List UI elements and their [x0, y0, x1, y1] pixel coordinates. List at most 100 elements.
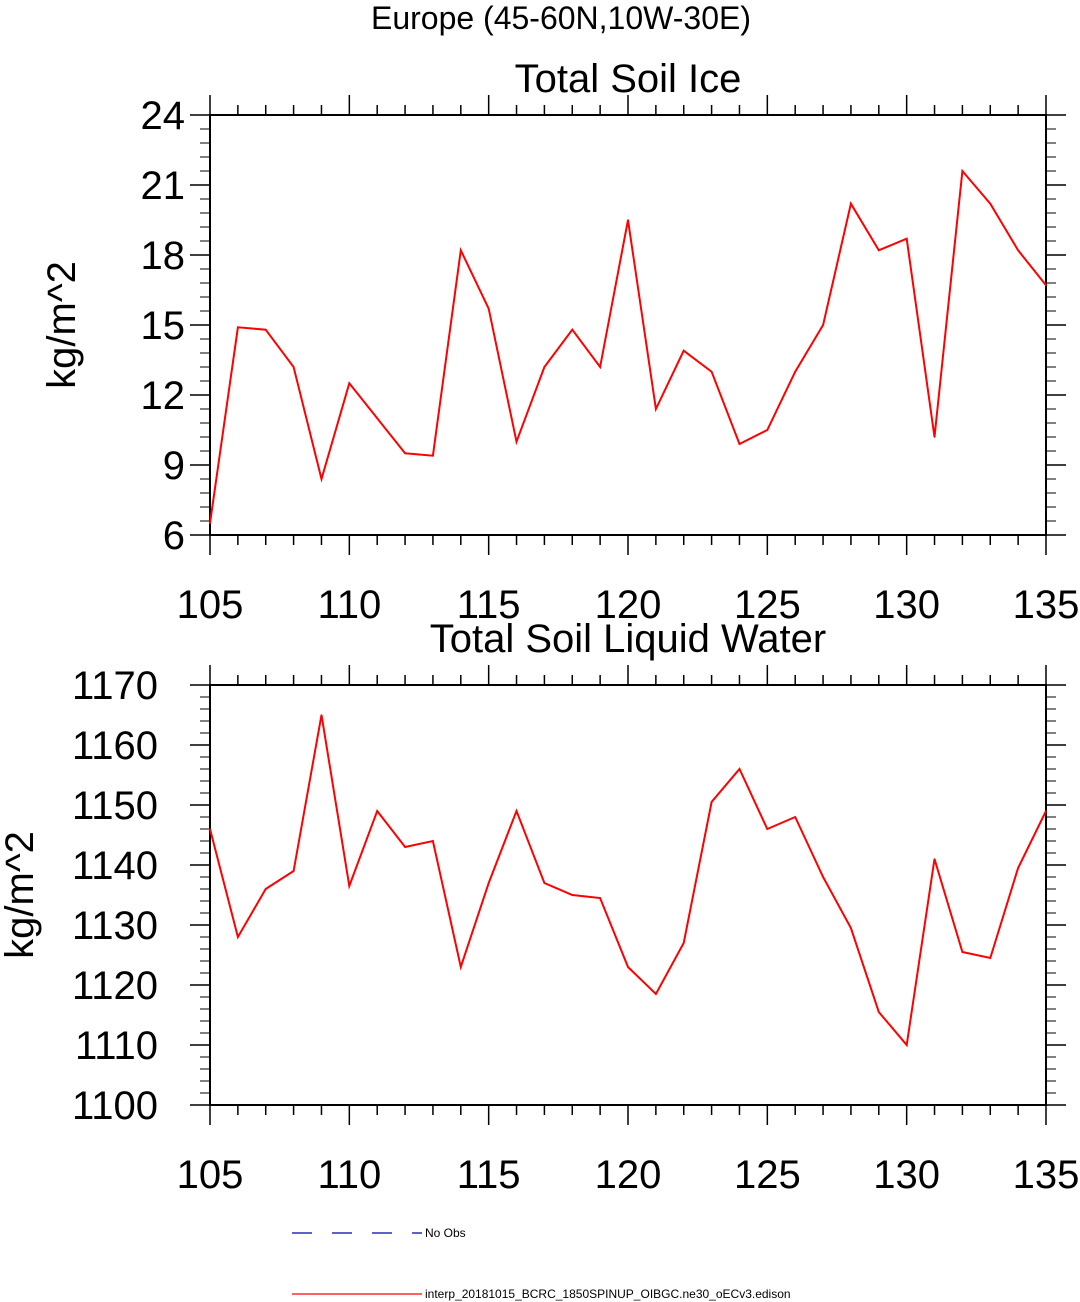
data-point — [292, 870, 295, 872]
data-point — [543, 882, 546, 884]
chart-title: Total Soil Liquid Water — [430, 617, 826, 661]
legend-label: interp_20181015_BCRC_1850SPINUP_OIBGC.ne… — [425, 1287, 791, 1301]
series-line — [209, 168, 1047, 524]
data-point — [404, 452, 406, 455]
data-point — [376, 810, 379, 812]
data-point — [682, 349, 685, 352]
data-point — [655, 993, 657, 995]
data-point — [571, 894, 574, 896]
x-tick-label: 115 — [457, 583, 521, 627]
data-point — [989, 202, 992, 205]
x-tick-label: 125 — [734, 583, 801, 627]
data-point — [515, 810, 518, 812]
x-tick-label: 110 — [317, 1153, 381, 1197]
y-tick-label: 1170 — [72, 664, 158, 708]
y-axis-title: kg/m^2 — [40, 261, 84, 389]
y-tick-label: 15 — [141, 304, 186, 348]
data-point — [264, 328, 267, 331]
data-point — [460, 249, 462, 252]
data-point — [543, 366, 546, 368]
data-point — [794, 816, 796, 818]
data-point — [1017, 867, 1019, 869]
data-point — [237, 326, 239, 329]
data-point — [905, 237, 908, 240]
x-tick-label: 135 — [1013, 1153, 1080, 1197]
y-tick-label: 6 — [163, 514, 185, 558]
y-tick-label: 1150 — [72, 784, 158, 828]
data-point — [738, 443, 741, 445]
data-point — [348, 382, 351, 385]
data-point — [961, 951, 964, 953]
y-tick-label: 24 — [141, 94, 186, 138]
data-point — [320, 714, 323, 716]
x-tick-label: 135 — [1013, 583, 1080, 627]
data-point — [933, 858, 936, 860]
data-point — [878, 1011, 880, 1013]
data-point — [822, 876, 824, 878]
panel-total-soil-liquid-water: Total Soil Liquid Water kg/m^2 105 110 115 12… — [0, 617, 1079, 1197]
x-tick-label: 105 — [177, 583, 244, 627]
y-tick-label: 1140 — [72, 844, 158, 888]
data-point — [599, 366, 601, 368]
y-tick-label: 18 — [141, 234, 186, 278]
data-point — [209, 522, 211, 525]
data-point — [487, 882, 490, 884]
data-point — [599, 897, 601, 899]
data-point — [515, 440, 518, 443]
data-point — [850, 927, 852, 929]
panel-total-soil-ice: Total Soil Ice kg/m^2 105 110 115 120 125 130 13… — [40, 57, 1079, 627]
data-point — [627, 219, 629, 221]
plot-frame — [209, 114, 1047, 536]
data-point — [989, 957, 992, 959]
y-tick-label: 9 — [163, 444, 185, 488]
data-point — [237, 936, 239, 938]
x-tick-label: 120 — [595, 583, 662, 627]
data-point — [627, 966, 629, 968]
data-point — [710, 801, 713, 803]
chart-title: Total Soil Ice — [515, 57, 742, 101]
data-point — [432, 454, 434, 457]
y-tick-label: 1130 — [72, 904, 158, 948]
plot-frame — [209, 684, 1047, 1106]
data-point — [348, 885, 351, 887]
data-point — [933, 436, 936, 438]
data-point — [1045, 810, 1047, 812]
data-point — [738, 768, 741, 770]
data-point — [878, 249, 880, 252]
data-point — [460, 966, 462, 968]
data-point — [961, 170, 964, 172]
data-point — [850, 202, 852, 205]
data-point — [710, 370, 713, 373]
x-tick-label: 105 — [177, 1153, 244, 1197]
data-point — [655, 408, 657, 410]
data-point — [292, 366, 295, 368]
y-axis-title: kg/m^2 — [0, 831, 42, 959]
y-tick-label: 1160 — [72, 724, 158, 768]
x-tick-label: 115 — [457, 1153, 521, 1197]
x-tick-label: 130 — [873, 583, 940, 627]
data-point — [571, 328, 574, 331]
data-point — [404, 846, 406, 848]
figure-title: Europe (45-60N,10W-30E) — [371, 0, 751, 36]
data-point — [209, 828, 211, 830]
x-tick-label: 110 — [317, 583, 381, 627]
data-point — [1017, 249, 1019, 252]
data-point — [264, 888, 267, 890]
data-point — [794, 370, 796, 373]
x-tick-label: 120 — [595, 1153, 662, 1197]
legend-label: No Obs — [425, 1226, 466, 1240]
series-line — [209, 714, 1047, 1048]
legend: No Obs interp_20181015_BCRC_1850SPINUP_OI… — [292, 1226, 791, 1301]
data-point — [432, 840, 434, 842]
y-tick-label: 1120 — [72, 964, 158, 1008]
data-point — [1045, 284, 1047, 287]
y-tick-label: 1100 — [72, 1084, 158, 1128]
data-point — [376, 417, 379, 420]
data-point — [682, 942, 685, 944]
x-tick-label: 125 — [734, 1153, 801, 1197]
data-point — [822, 324, 824, 326]
y-tick-label: 21 — [141, 164, 186, 208]
data-point — [766, 429, 769, 431]
data-point — [320, 478, 323, 480]
